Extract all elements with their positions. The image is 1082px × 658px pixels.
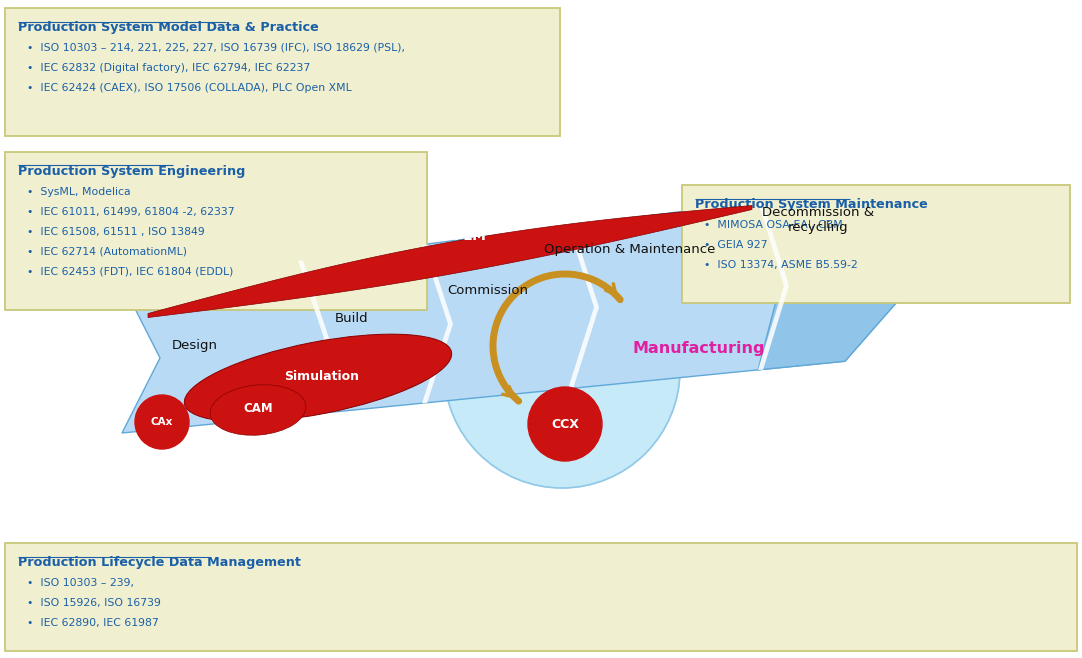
FancyBboxPatch shape [5, 152, 427, 310]
Text: Manufacturing: Manufacturing [632, 340, 765, 355]
Text: CCX: CCX [551, 417, 579, 430]
Text: PLM: PLM [453, 229, 487, 243]
Circle shape [444, 252, 679, 488]
Polygon shape [758, 191, 928, 370]
Text: Production System Model Data & Practice: Production System Model Data & Practice [18, 21, 319, 34]
Polygon shape [122, 191, 928, 433]
Text: Simulation: Simulation [285, 370, 359, 382]
Ellipse shape [184, 334, 451, 422]
Text: •  IEC 62832 (Digital factory), IEC 62794, IEC 62237: • IEC 62832 (Digital factory), IEC 62794… [27, 63, 311, 73]
Text: Operation & Maintenance: Operation & Maintenance [544, 243, 715, 257]
Text: •  IEC 61011, 61499, 61804 -2, 62337: • IEC 61011, 61499, 61804 -2, 62337 [27, 207, 235, 217]
Text: •  SysML, Modelica: • SysML, Modelica [27, 187, 131, 197]
Text: •  IEC 62453 (FDT), IEC 61804 (EDDL): • IEC 62453 (FDT), IEC 61804 (EDDL) [27, 267, 234, 277]
FancyBboxPatch shape [5, 543, 1077, 651]
Polygon shape [568, 226, 599, 389]
Text: Production System Maintenance: Production System Maintenance [695, 198, 927, 211]
Text: •  ISO 13374, ASME B5.59-2: • ISO 13374, ASME B5.59-2 [704, 260, 858, 270]
Polygon shape [422, 245, 453, 403]
Circle shape [135, 395, 189, 449]
Text: •  ISO 15926, ISO 16739: • ISO 15926, ISO 16739 [27, 598, 161, 608]
Text: Decommission &
recycling: Decommission & recycling [762, 206, 874, 234]
Text: Production System Engineering: Production System Engineering [18, 165, 246, 178]
Text: CAM: CAM [243, 403, 273, 415]
FancyBboxPatch shape [5, 8, 560, 136]
Text: •  IEC 62890, IEC 61987: • IEC 62890, IEC 61987 [27, 618, 159, 628]
Text: Build: Build [335, 311, 369, 324]
Polygon shape [298, 261, 329, 416]
Text: •  IEC 62424 (CAEX), ISO 17506 (COLLADA), PLC Open XML: • IEC 62424 (CAEX), ISO 17506 (COLLADA),… [27, 83, 352, 93]
Text: •  MIMOSA OSA-EAI, CBM: • MIMOSA OSA-EAI, CBM [704, 220, 843, 230]
Text: •  IEC 61508, 61511 , ISO 13849: • IEC 61508, 61511 , ISO 13849 [27, 227, 204, 237]
Polygon shape [148, 205, 752, 318]
Text: CAx: CAx [150, 417, 173, 427]
Text: Design: Design [172, 340, 217, 353]
Text: Production Lifecycle Data Management: Production Lifecycle Data Management [18, 556, 301, 569]
Text: •  ISO 10303 – 239,: • ISO 10303 – 239, [27, 578, 134, 588]
Text: Commission: Commission [448, 284, 528, 297]
Circle shape [528, 387, 602, 461]
Text: •  GEIA 927: • GEIA 927 [704, 240, 767, 250]
Text: •  ISO 10303 – 214, 221, 225, 227, ISO 16739 (IFC), ISO 18629 (PSL),: • ISO 10303 – 214, 221, 225, 227, ISO 16… [27, 43, 405, 53]
Ellipse shape [210, 385, 306, 435]
Polygon shape [758, 202, 789, 370]
Text: •  IEC 62714 (AutomationML): • IEC 62714 (AutomationML) [27, 247, 187, 257]
FancyBboxPatch shape [682, 185, 1070, 303]
